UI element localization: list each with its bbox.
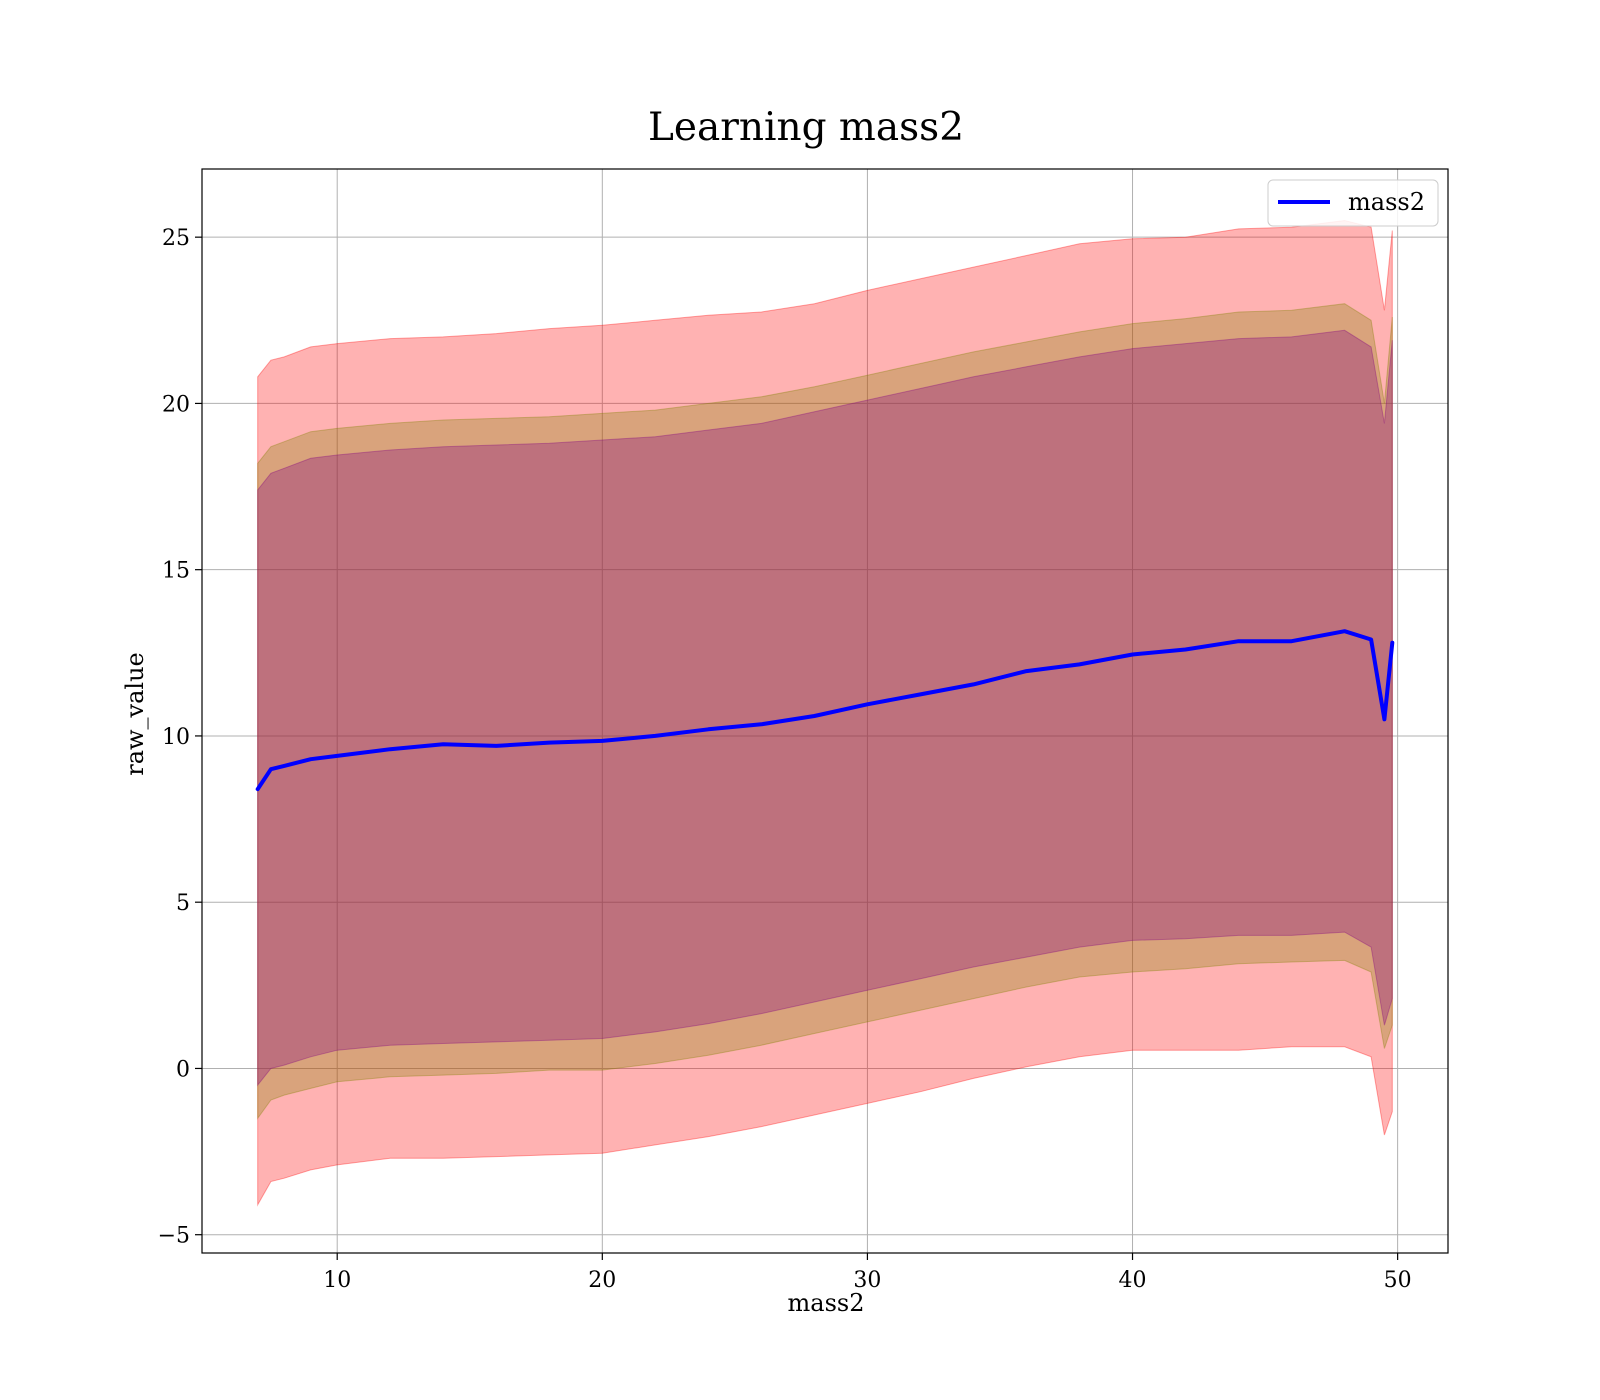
chart-title: Learning mass2 [648, 105, 964, 150]
y-tick-label: −5 [158, 1224, 190, 1249]
middle-band [257, 303, 1393, 1120]
y-tick-label: 20 [162, 392, 190, 417]
y-tick-label: 25 [162, 226, 190, 251]
uncertainty-bands [257, 219, 1393, 1207]
axes-frame [201, 168, 1449, 1254]
x-axis-ticks: 10 20 30 40 50 [323, 1253, 1412, 1293]
y-tick-label: 10 [162, 725, 190, 750]
x-tick-label: 30 [853, 1268, 881, 1293]
legend: mass2 [1267, 179, 1439, 227]
grid-lines [202, 169, 1448, 1253]
y-tick-label: 5 [176, 891, 190, 916]
legend-label: mass2 [1348, 188, 1425, 216]
y-axis-label: raw_value [121, 652, 149, 776]
x-axis-label: mass2 [788, 1289, 865, 1317]
series-line-mass2 [255, 629, 1395, 792]
y-tick-label: 15 [162, 559, 190, 584]
x-tick-label: 10 [323, 1268, 351, 1293]
inner-band [257, 329, 1393, 1087]
y-axis-ticks: −5 0 5 10 15 20 25 [158, 226, 202, 1249]
x-tick-label: 50 [1384, 1268, 1412, 1293]
y-tick-label: 0 [176, 1057, 190, 1082]
legend-box [1267, 179, 1439, 227]
x-tick-label: 20 [588, 1268, 616, 1293]
x-tick-label: 40 [1119, 1268, 1147, 1293]
series-lines [255, 629, 1395, 792]
plot-area: 10 20 30 40 50 −5 0 5 10 15 20 25 [158, 168, 1449, 1293]
